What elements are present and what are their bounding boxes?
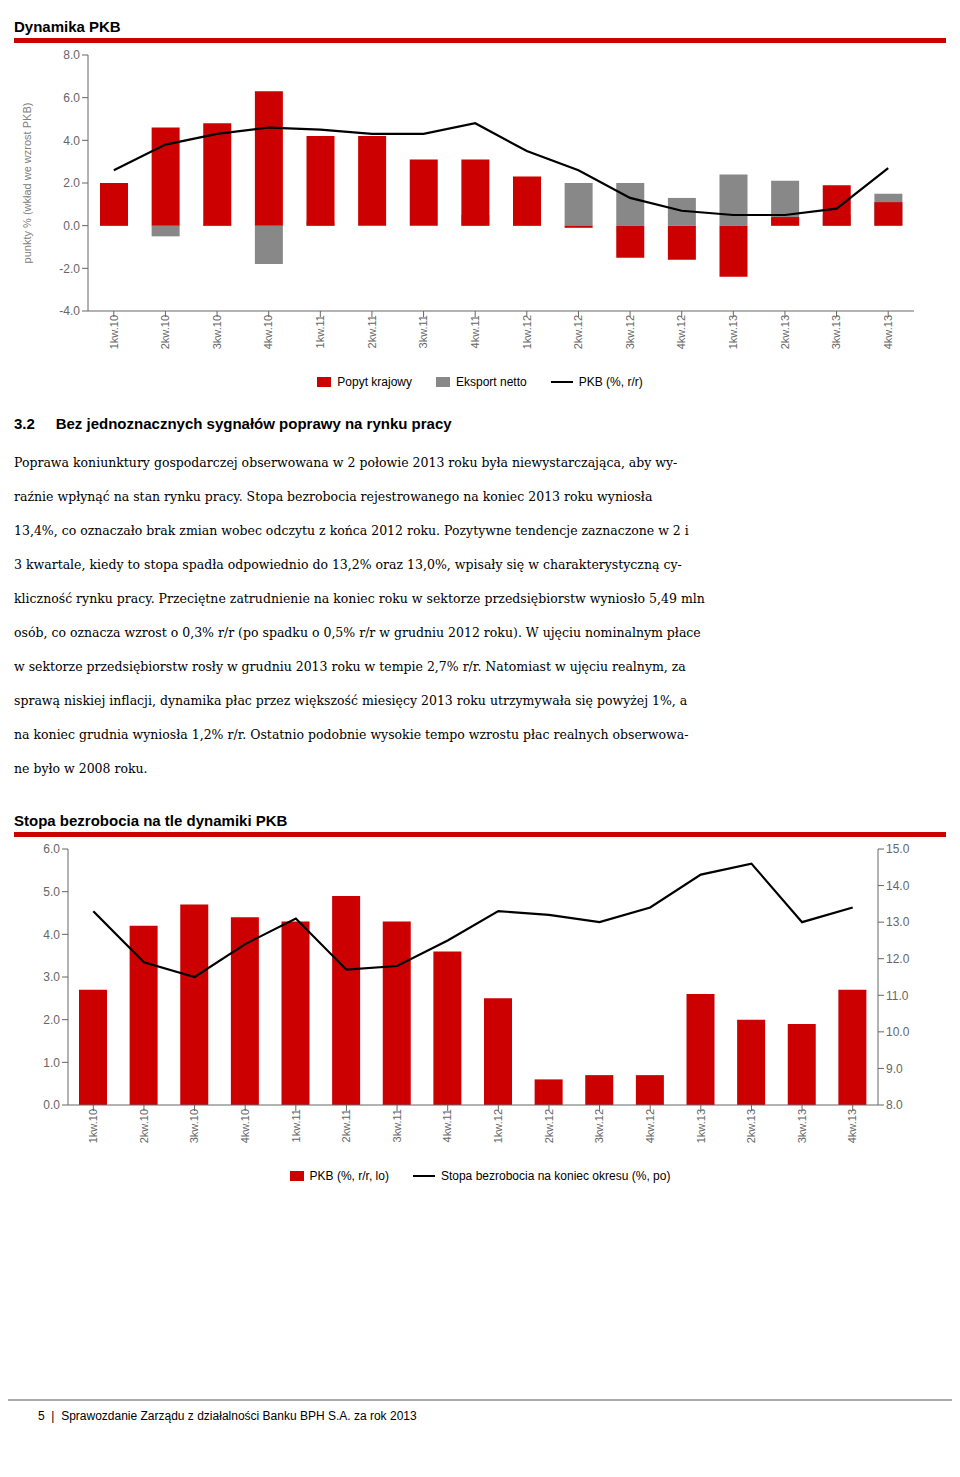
svg-text:4kw.13: 4kw.13 <box>882 315 894 349</box>
svg-text:4kw.12: 4kw.12 <box>675 315 687 349</box>
svg-text:13.0: 13.0 <box>886 915 910 929</box>
svg-text:2kw.11: 2kw.11 <box>366 315 378 348</box>
svg-text:9.0: 9.0 <box>886 1062 903 1076</box>
html-text:3 kwartale, kiedy to stopa spa: 3 kwartale, kiedy to stopa spadła odpowi… <box>14 557 682 572</box>
svg-text:2.0: 2.0 <box>43 1013 60 1027</box>
html-text:PKB (%, r/r, lo): PKB (%, r/r, lo) <box>309 1169 389 1183</box>
svg-text:3.0: 3.0 <box>43 970 60 984</box>
svg-text:4kw.13: 4kw.13 <box>846 1109 858 1143</box>
svg-text:3kw.10: 3kw.10 <box>188 1109 200 1143</box>
html-text:PKB (%, r/r): PKB (%, r/r) <box>578 375 643 389</box>
html-text:5 | Sprawozdanie Zarządu z dzi: 5 | Sprawozdanie Zarządu z działalności … <box>38 1409 417 1423</box>
svg-text:12.0: 12.0 <box>886 952 910 966</box>
svg-text:4kw.10: 4kw.10 <box>239 1109 251 1143</box>
svg-text:1kw.10: 1kw.10 <box>87 1109 99 1143</box>
svg-text:3kw.11: 3kw.11 <box>391 1109 403 1142</box>
html-text:Stopa bezrobocia na tle dynami: Stopa bezrobocia na tle dynamiki PKB <box>14 812 288 829</box>
svg-text:4kw.11: 4kw.11 <box>469 315 481 348</box>
svg-text:3kw.11: 3kw.11 <box>417 315 429 348</box>
svg-text:-2.0: -2.0 <box>59 262 80 276</box>
svg-text:8.0: 8.0 <box>886 1098 903 1112</box>
html-text:Eksport netto: Eksport netto <box>456 375 527 389</box>
svg-text:6.0: 6.0 <box>63 91 80 105</box>
svg-text:1kw.11: 1kw.11 <box>314 315 326 348</box>
svg-text:4kw.10: 4kw.10 <box>262 315 274 349</box>
svg-text:8.0: 8.0 <box>63 48 80 62</box>
svg-text:punkty % (wkład we wzrost PKB): punkty % (wkład we wzrost PKB) <box>21 103 33 264</box>
svg-text:3kw.13: 3kw.13 <box>830 315 842 349</box>
svg-text:3kw.12: 3kw.12 <box>593 1109 605 1143</box>
svg-text:4.0: 4.0 <box>43 928 60 942</box>
html-text:sprawą niskiej inflacji, dynam: sprawą niskiej inflacji, dynamika płac p… <box>14 693 688 708</box>
svg-text:10.0: 10.0 <box>886 1025 910 1039</box>
svg-text:3kw.13: 3kw.13 <box>796 1109 808 1143</box>
svg-text:2kw.10: 2kw.10 <box>138 1109 150 1143</box>
svg-text:5.0: 5.0 <box>43 885 60 899</box>
svg-text:-4.0: -4.0 <box>59 304 80 318</box>
html-text:osób, co oznacza wzrost o 0,3%: osób, co oznacza wzrost o 0,3% r/r (po s… <box>14 625 701 640</box>
svg-text:4.0: 4.0 <box>63 134 80 148</box>
svg-text:1kw.10: 1kw.10 <box>108 315 120 349</box>
html-text:Popyt krajowy: Popyt krajowy <box>337 375 412 389</box>
svg-text:2.0: 2.0 <box>63 176 80 190</box>
svg-text:2kw.12: 2kw.12 <box>543 1109 555 1143</box>
html-text:Stopa bezrobocia na koniec okr: Stopa bezrobocia na koniec okresu (%, po… <box>440 1169 671 1183</box>
html-text:kliczność rynku pracy. Przecię: kliczność rynku pracy. Przeciętne zatrud… <box>14 591 705 606</box>
svg-text:2kw.13: 2kw.13 <box>779 315 791 349</box>
html-text:ne było w 2008 roku.: ne było w 2008 roku. <box>14 761 148 776</box>
html-text:raźnie wpłynąć na stan rynku p: raźnie wpłynąć na stan rynku pracy. Stop… <box>14 489 653 504</box>
svg-text:11.0: 11.0 <box>886 989 909 1003</box>
svg-text:4kw.11: 4kw.11 <box>441 1109 453 1142</box>
svg-text:2kw.12: 2kw.12 <box>572 315 584 349</box>
svg-text:1kw.12: 1kw.12 <box>492 1109 504 1143</box>
svg-text:1kw.11: 1kw.11 <box>290 1109 302 1142</box>
svg-text:2kw.13: 2kw.13 <box>745 1109 757 1143</box>
svg-text:15.0: 15.0 <box>886 842 910 856</box>
svg-text:2kw.10: 2kw.10 <box>159 315 171 349</box>
svg-text:0.0: 0.0 <box>63 219 80 233</box>
svg-text:1.0: 1.0 <box>43 1056 60 1070</box>
html-text:3.2 Bez jednoznacznych sygnałó: 3.2 Bez jednoznacznych sygnałów poprawy … <box>14 415 452 432</box>
html-text:w sektorze przedsiębiorstw ros: w sektorze przedsiębiorstw rosły w grudn… <box>14 659 686 674</box>
svg-text:0.0: 0.0 <box>43 1098 60 1112</box>
svg-text:2kw.11: 2kw.11 <box>340 1109 352 1142</box>
html-text:na koniec grudnia wyniosła 1,2: na koniec grudnia wyniosła 1,2% r/r. Ost… <box>14 727 689 742</box>
svg-text:3kw.10: 3kw.10 <box>211 315 223 349</box>
html-text:13,4%, co oznaczało brak zmian: 13,4%, co oznaczało brak zmian wobec odc… <box>14 523 689 538</box>
svg-text:6.0: 6.0 <box>43 842 60 856</box>
html-text:Poprawa koniunktury gospodarcz: Poprawa koniunktury gospodarczej obserwo… <box>14 455 678 470</box>
svg-text:1kw.13: 1kw.13 <box>695 1109 707 1143</box>
svg-text:1kw.12: 1kw.12 <box>521 315 533 349</box>
svg-text:3kw.12: 3kw.12 <box>624 315 636 349</box>
svg-text:1kw.13: 1kw.13 <box>727 315 739 349</box>
svg-text:4kw.12: 4kw.12 <box>644 1109 656 1143</box>
svg-text:14.0: 14.0 <box>886 879 910 893</box>
html-text:Dynamika PKB: Dynamika PKB <box>14 18 121 35</box>
